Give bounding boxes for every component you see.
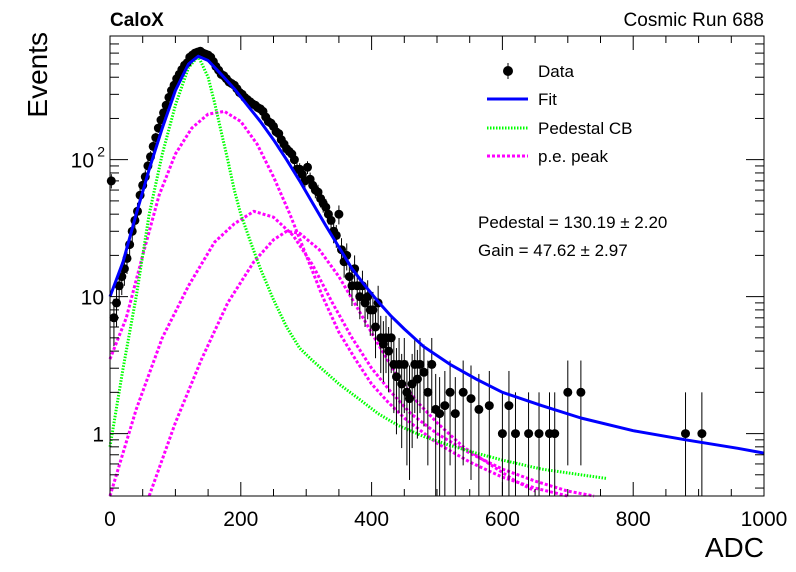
data-marker	[484, 401, 494, 411]
data-marker	[466, 394, 476, 404]
data-point	[445, 360, 455, 466]
legend-data-marker	[503, 63, 513, 79]
data-marker	[399, 359, 409, 369]
legend-data-label: Data	[538, 62, 574, 81]
legend-fit-label: Fit	[538, 90, 557, 109]
data-marker	[563, 387, 573, 397]
experiment-label: CaloX	[110, 10, 164, 31]
data-point	[371, 306, 380, 359]
y-axis-label: Events	[22, 32, 53, 118]
data-point	[484, 370, 494, 496]
legend: Data Fit Pedestal CB p.e. peak	[487, 62, 633, 166]
data-point	[423, 360, 433, 466]
data-point	[511, 392, 520, 496]
data-point	[435, 377, 445, 496]
x-tick-label: 1000	[741, 508, 788, 531]
data-point	[504, 370, 514, 496]
data-marker	[450, 409, 460, 419]
data-marker	[445, 387, 455, 397]
data-marker	[497, 429, 507, 439]
data-point	[450, 377, 460, 496]
x-tick-label: 400	[354, 508, 389, 531]
data-point	[497, 392, 507, 496]
fit-line	[108, 54, 765, 455]
data-point	[440, 370, 450, 496]
data-point	[303, 161, 312, 174]
pedestal-curve	[108, 54, 608, 480]
data-point	[681, 392, 690, 496]
x-tick-label: 600	[485, 508, 520, 531]
x-axis-label: ADC	[705, 532, 764, 563]
data-marker	[458, 387, 468, 397]
data-marker	[326, 215, 336, 225]
x-tick-label: 200	[223, 508, 258, 531]
x-tick-label: 800	[616, 508, 651, 531]
data-marker	[419, 367, 429, 377]
data-point	[524, 392, 534, 496]
pedestal-result: Pedestal = 130.19 ± 2.20	[478, 213, 667, 232]
data-marker	[440, 401, 450, 411]
data-point	[419, 344, 429, 427]
data-marker	[697, 429, 707, 439]
data-point	[289, 154, 299, 166]
data-marker	[386, 333, 396, 343]
data-marker	[392, 372, 401, 382]
y-tick-exponent: 2	[97, 144, 105, 160]
data-marker	[289, 155, 299, 165]
data-marker	[405, 394, 414, 404]
legend-pe-label: p.e. peak	[538, 147, 608, 166]
x-tick-label: 0	[104, 508, 116, 531]
data-point	[458, 360, 468, 466]
data-point	[576, 360, 586, 466]
data-point	[474, 373, 484, 496]
data-point	[466, 365, 476, 480]
data-marker	[397, 379, 407, 389]
data-marker	[371, 322, 380, 332]
data-marker	[435, 409, 445, 419]
data-marker	[576, 387, 586, 397]
data-marker	[550, 429, 560, 439]
legend-pedestal-label: Pedestal CB	[538, 119, 633, 138]
plot-frame	[109, 35, 765, 497]
data-point	[534, 392, 544, 496]
data-marker	[504, 401, 514, 411]
fit-curve	[108, 54, 765, 455]
data-point	[415, 337, 425, 414]
data-marker	[334, 209, 344, 219]
data-marker	[423, 387, 433, 397]
data-point	[697, 392, 707, 496]
data-marker	[511, 429, 520, 439]
data-marker	[681, 429, 690, 439]
run-label: Cosmic Run 688	[624, 10, 764, 31]
pedestal-cb-curve	[108, 54, 608, 480]
gain-result: Gain = 47.62 ± 2.97	[478, 241, 628, 260]
y-tick-label: 10	[81, 287, 104, 310]
data-marker	[415, 359, 425, 369]
data-marker	[534, 429, 544, 439]
pe-peak-curve-1	[108, 109, 569, 498]
data-marker	[427, 359, 437, 369]
data-marker	[524, 429, 534, 439]
y-tick-label: 1	[92, 424, 104, 447]
pe-peak-curve-2	[108, 209, 595, 498]
data-marker	[474, 404, 484, 414]
data-marker	[344, 272, 354, 282]
data-marker	[412, 374, 422, 384]
data-marker	[303, 162, 312, 172]
y-tick-label: 10	[71, 150, 94, 173]
data-point	[334, 205, 344, 225]
data-marker	[384, 346, 394, 356]
